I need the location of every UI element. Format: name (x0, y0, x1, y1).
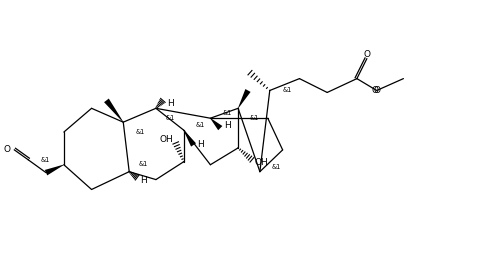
Text: H: H (224, 121, 231, 130)
Polygon shape (210, 118, 222, 130)
Text: &1: &1 (196, 122, 205, 128)
Text: O: O (3, 145, 10, 154)
Text: &1: &1 (272, 164, 281, 170)
Text: &1: &1 (283, 88, 292, 93)
Polygon shape (104, 99, 123, 122)
Text: H: H (167, 99, 174, 108)
Text: &1: &1 (139, 161, 148, 167)
Text: &1: &1 (222, 110, 232, 116)
Text: H: H (198, 140, 204, 150)
Polygon shape (238, 89, 250, 108)
Text: H: H (140, 176, 147, 185)
Text: O: O (371, 86, 378, 95)
Polygon shape (45, 165, 64, 175)
Text: O: O (363, 50, 370, 59)
Text: OH: OH (159, 135, 173, 143)
Text: O: O (373, 86, 380, 95)
Text: &1: &1 (166, 115, 175, 121)
Text: &1: &1 (41, 157, 50, 163)
Text: &1: &1 (135, 129, 145, 135)
Text: &1: &1 (250, 115, 259, 121)
Text: OH: OH (255, 158, 269, 167)
Polygon shape (184, 130, 196, 147)
